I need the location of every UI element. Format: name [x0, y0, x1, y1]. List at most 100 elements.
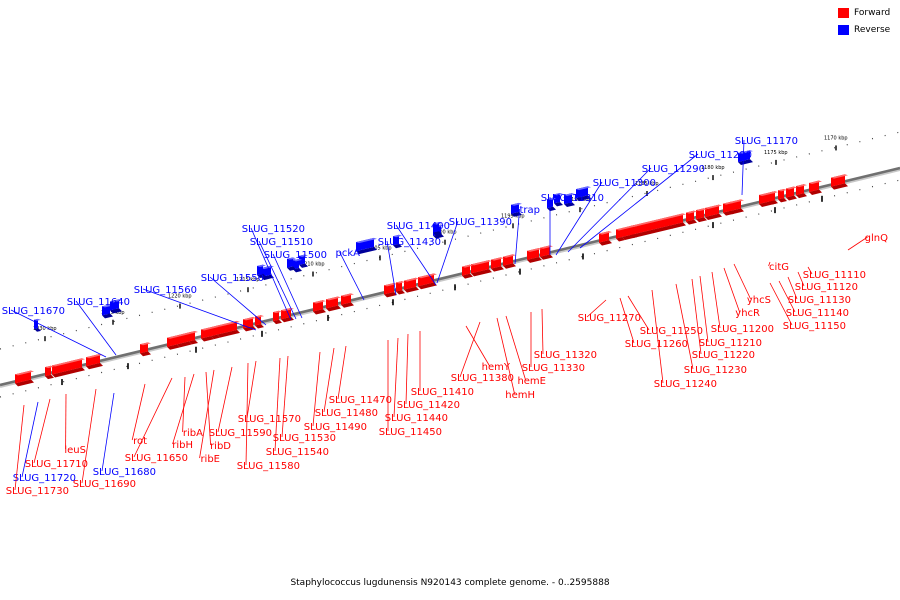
gene-label-SLUG_11260[interactable]: SLUG_11260 — [625, 339, 688, 350]
gene-feature-SLUG_11500[interactable] — [299, 254, 308, 268]
gene-feature-SLUG_11330[interactable] — [527, 248, 542, 263]
gene-label-ribD[interactable]: ribD — [210, 441, 231, 452]
gene-label-SLUG_11390[interactable]: SLUG_11390 — [449, 217, 512, 228]
gene-feature-SLUG_11730[interactable] — [15, 370, 34, 387]
gene-label-rot[interactable]: rot — [133, 436, 147, 447]
gene-feature-SLUG_11710[interactable] — [45, 365, 54, 380]
gene-feature-SLUG_11220[interactable] — [686, 210, 697, 225]
gene-feature-SLUG_11170[interactable] — [738, 150, 753, 166]
gene-label-leuS[interactable]: leuS — [64, 445, 86, 456]
gene-label-SLUG_11550[interactable]: SLUG_11550 — [201, 273, 264, 284]
gene-label-SLUG_11470[interactable]: SLUG_11470 — [329, 395, 392, 406]
gene-feature-SLUG_11240[interactable] — [630, 216, 673, 239]
gene-label-SLUG_11150[interactable]: SLUG_11150 — [783, 321, 846, 332]
gene-label-SLUG_11230[interactable]: SLUG_11230 — [684, 365, 747, 376]
gene-label-SLUG_11110[interactable]: SLUG_11110 — [803, 270, 866, 281]
gene-label-SLUG_11490[interactable]: SLUG_11490 — [304, 422, 367, 433]
gene-feature-SLUG_11650[interactable] — [167, 335, 180, 350]
gene-label-SLUG_11170[interactable]: SLUG_11170 — [735, 136, 798, 147]
gene-label-SLUG_11310[interactable]: SLUG_11310 — [541, 193, 604, 204]
gene-label-pckA[interactable]: pckA — [336, 248, 361, 259]
gene-label-yhcR[interactable]: yhcR — [735, 308, 760, 319]
gene-label-SLUG_11240[interactable]: SLUG_11240 — [654, 379, 717, 390]
gene-label-citG[interactable]: citG — [769, 262, 789, 273]
gene-label-SLUG_11130[interactable]: SLUG_11130 — [788, 295, 851, 306]
gene-label-SLUG_11560[interactable]: SLUG_11560 — [134, 285, 197, 296]
gene-feature-SLUG_11520[interactable] — [287, 257, 296, 271]
gene-label-SLUG_11580[interactable]: SLUG_11580 — [237, 461, 300, 472]
gene-label-SLUG_11430[interactable]: SLUG_11430 — [378, 237, 441, 248]
gene-label-SLUG_11270[interactable]: SLUG_11270 — [578, 313, 641, 324]
gene-feature-SLUG_11570[interactable] — [255, 315, 264, 329]
gene-feature-SLUG_11120[interactable] — [796, 184, 807, 199]
gene-label-trap[interactable]: trap — [519, 205, 540, 216]
gene-label-SLUG_11440[interactable]: SLUG_11440 — [385, 413, 448, 424]
gene-label-SLUG_11330[interactable]: SLUG_11330 — [522, 363, 585, 374]
gene-feature-SLUG_11440[interactable] — [396, 281, 405, 295]
gene-feature-pckA[interactable] — [356, 237, 377, 255]
gene-label-SLUG_11420[interactable]: SLUG_11420 — [397, 400, 460, 411]
gene-feature-rot[interactable] — [140, 342, 151, 357]
gene-feature-ribD[interactable] — [201, 327, 214, 342]
gene-feature-SLUG_11430[interactable] — [393, 234, 402, 249]
gene-label-SLUG_11690[interactable]: SLUG_11690 — [73, 479, 136, 490]
gene-feature-SLUG_11250[interactable] — [622, 225, 637, 241]
gene-label-SLUG_11300[interactable]: SLUG_11300 — [593, 178, 656, 189]
gene-label-SLUG_11450[interactable]: SLUG_11450 — [379, 427, 442, 438]
gene-feature-SLUG_11480[interactable] — [326, 296, 341, 312]
gene-label-SLUG_11730[interactable]: SLUG_11730 — [6, 486, 69, 497]
gene-label-SLUG_11570[interactable]: SLUG_11570 — [238, 414, 301, 425]
gene-label-SLUG_11220[interactable]: SLUG_11220 — [692, 350, 755, 361]
gene-label-SLUG_11720[interactable]: SLUG_11720 — [13, 473, 76, 484]
gene-feature-SLUG_11590[interactable] — [217, 320, 240, 338]
gene-label-SLUG_11670[interactable]: SLUG_11670 — [2, 306, 65, 317]
gene-label-SLUG_11200[interactable]: SLUG_11200 — [711, 324, 774, 335]
gene-feature-ribE[interactable] — [211, 325, 220, 340]
gene-feature-SLUG_11490[interactable] — [313, 300, 326, 315]
gene-feature-SLUG_11580[interactable] — [243, 316, 256, 332]
gene-label-yhcS[interactable]: yhcS — [747, 295, 771, 306]
gene-feature-SLUG_11140[interactable] — [778, 188, 787, 203]
gene-feature-hemE[interactable] — [503, 254, 516, 269]
gene-feature-SLUG_11280[interactable] — [576, 186, 591, 202]
gene-feature-SLUG_11690[interactable] — [86, 353, 103, 370]
gene-label-SLUG_11410[interactable]: SLUG_11410 — [411, 387, 474, 398]
gene-label-SLUG_11710[interactable]: SLUG_11710 — [25, 459, 88, 470]
gene-feature-SLUG_11540[interactable] — [273, 310, 282, 325]
gene-label-SLUG_11380[interactable]: SLUG_11380 — [451, 373, 514, 384]
gene-feature-SLUG_11380[interactable] — [471, 260, 492, 277]
gene-feature-hemY[interactable] — [462, 264, 473, 279]
gene-feature-SLUG_11560[interactable] — [257, 264, 266, 279]
gene-label-hemY[interactable]: hemY — [482, 362, 511, 373]
gene-label-SLUG_11500[interactable]: SLUG_11500 — [264, 250, 327, 261]
gene-label-SLUG_11480[interactable]: SLUG_11480 — [315, 408, 378, 419]
gene-feature-SLUG_11300[interactable] — [554, 192, 563, 207]
gene-feature-SLUG_11400[interactable] — [433, 222, 442, 236]
gene-feature-SLUG_11420[interactable] — [404, 277, 419, 293]
gene-feature-citG[interactable] — [759, 191, 776, 207]
gene-feature-SLUG_11720[interactable] — [34, 318, 41, 332]
gene-label-SLUG_11530[interactable]: SLUG_11530 — [273, 433, 336, 444]
gene-label-SLUG_11140[interactable]: SLUG_11140 — [786, 308, 849, 319]
gene-feature-hemH[interactable] — [491, 257, 504, 272]
gene-label-ribH[interactable]: ribH — [172, 440, 193, 451]
gene-feature-SLUG_11260[interactable] — [616, 228, 625, 242]
gene-label-hemH[interactable]: hemH — [505, 390, 535, 401]
gene-label-SLUG_11210[interactable]: SLUG_11210 — [699, 338, 762, 349]
gene-label-SLUG_11680[interactable]: SLUG_11680 — [93, 467, 156, 478]
gene-feature-leuS[interactable] — [52, 358, 85, 378]
gene-feature-SLUG_11470[interactable] — [341, 293, 354, 308]
gene-label-SLUG_11640[interactable]: SLUG_11640 — [67, 297, 130, 308]
gene-feature-SLUG_11510[interactable] — [293, 258, 302, 273]
gene-label-SLUG_11510[interactable]: SLUG_11510 — [250, 237, 313, 248]
gene-label-SLUG_11320[interactable]: SLUG_11320 — [534, 350, 597, 361]
gene-label-hemE[interactable]: hemE — [517, 376, 546, 387]
gene-label-SLUG_11590[interactable]: SLUG_11590 — [209, 428, 272, 439]
gene-feature-SLUG_11680[interactable] — [110, 300, 119, 314]
gene-feature-glnQ[interactable] — [831, 174, 848, 190]
gene-label-SLUG_11120[interactable]: SLUG_11120 — [795, 282, 858, 293]
gene-label-ribA[interactable]: ribA — [183, 428, 203, 439]
gene-feature-SLUG_11200[interactable] — [705, 204, 722, 221]
gene-feature-SLUG_11290[interactable] — [564, 193, 575, 208]
gene-feature-SLUG_11210[interactable] — [696, 208, 707, 223]
